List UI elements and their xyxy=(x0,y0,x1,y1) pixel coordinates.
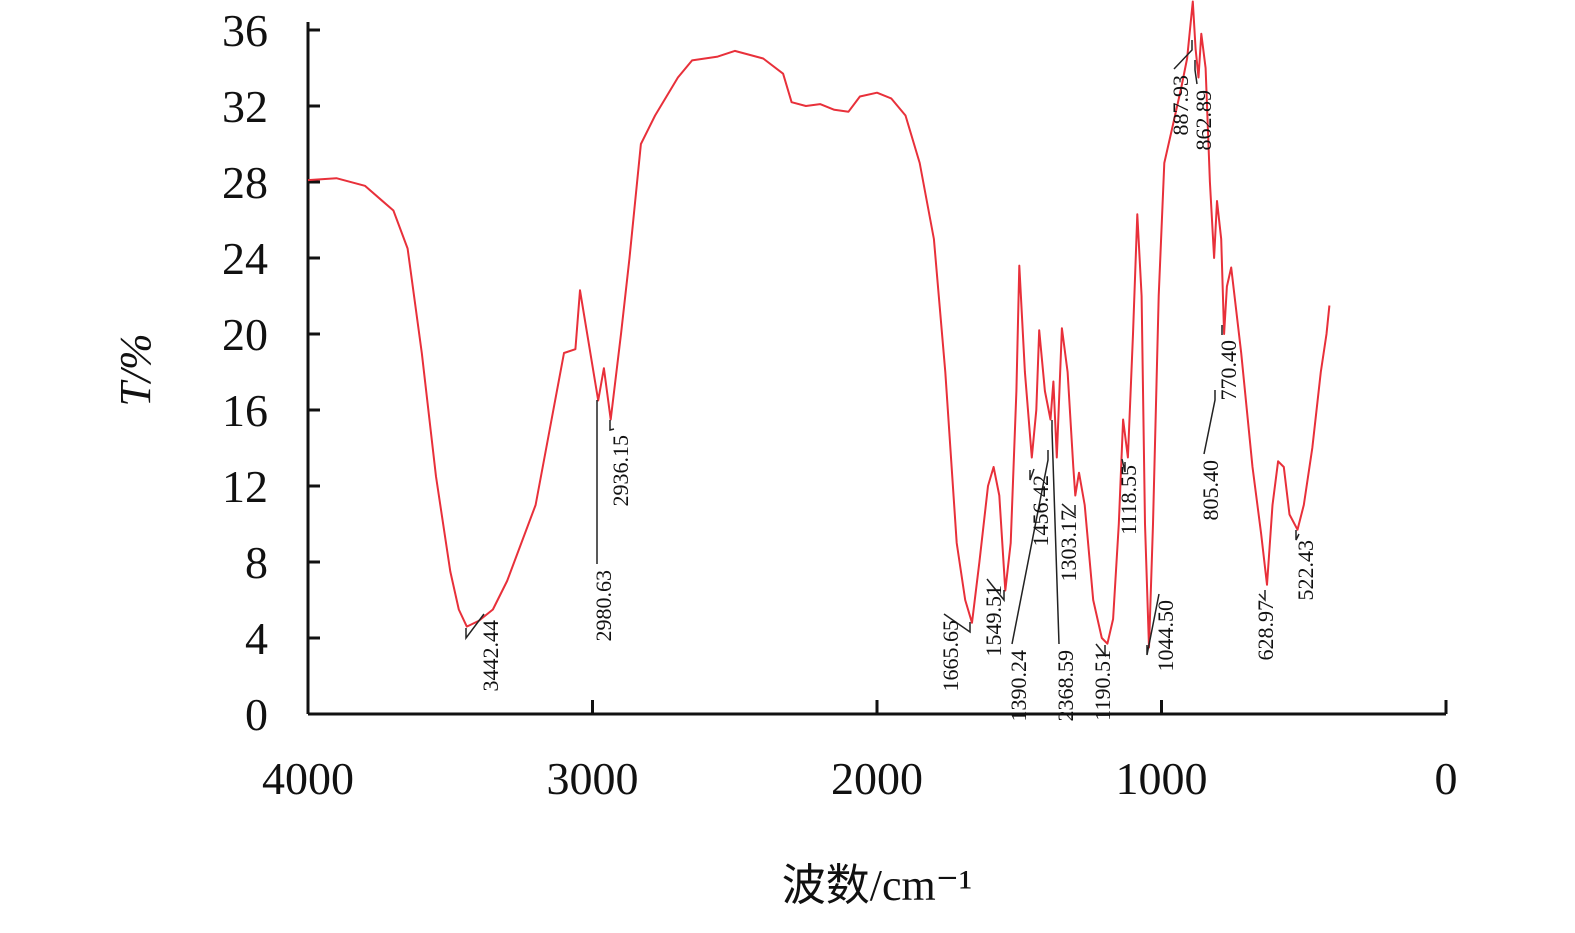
peak-label: 1390.24 xyxy=(1006,650,1031,722)
peak-label: 3442.44 xyxy=(478,620,503,692)
y-tick-label: 28 xyxy=(222,157,268,208)
leader-line xyxy=(1258,590,1266,602)
y-tick-label: 32 xyxy=(222,81,268,132)
y-tick-label: 24 xyxy=(222,233,268,284)
peak-label: 2936.15 xyxy=(608,435,633,507)
leader-line xyxy=(1173,40,1193,70)
peak-label: 628.97 xyxy=(1253,600,1278,661)
leader-line xyxy=(1295,530,1300,541)
peak-label: 1044.50 xyxy=(1153,600,1178,672)
peak-label: 2368.59 xyxy=(1053,650,1078,722)
peak-label: 770.40 xyxy=(1216,340,1241,401)
y-tick-label: 8 xyxy=(245,537,268,588)
peak-label: 2980.63 xyxy=(591,570,616,642)
peak-label: 1665.65 xyxy=(938,620,963,692)
peak-label: 805.40 xyxy=(1198,460,1223,521)
leader-line xyxy=(1051,420,1060,645)
leader-line xyxy=(1146,593,1160,656)
peak-label: 887.93 xyxy=(1168,75,1193,136)
y-axis-title: T/% xyxy=(111,333,160,406)
x-tick-label: 3000 xyxy=(547,753,639,804)
peak-label: 1118.55 xyxy=(1116,465,1141,535)
leader-line xyxy=(1095,643,1106,658)
y-tick-label: 0 xyxy=(245,689,268,740)
y-tick-label: 4 xyxy=(245,613,268,664)
leader-line xyxy=(943,613,971,634)
x-tick-label: 2000 xyxy=(831,753,923,804)
y-tick-label: 16 xyxy=(222,385,268,436)
leader-line xyxy=(609,420,615,431)
x-tick-label: 4000 xyxy=(262,753,354,804)
leader-line xyxy=(1194,60,1198,85)
peak-label: 1549.51 xyxy=(981,585,1006,657)
y-tick-label: 12 xyxy=(222,461,268,512)
x-tick-label: 0 xyxy=(1435,753,1458,804)
y-tick-label: 36 xyxy=(222,5,268,56)
peak-label: 1190.51 xyxy=(1090,650,1115,721)
leader-line xyxy=(1061,503,1076,517)
y-tick-label: 20 xyxy=(222,309,268,360)
leader-line xyxy=(465,613,485,641)
peak-label: 1456.42 xyxy=(1028,475,1053,547)
peak-label: 522.43 xyxy=(1293,540,1318,601)
leader-line xyxy=(1203,390,1216,455)
leader-line xyxy=(1121,458,1126,473)
peak-label: 1303.17 xyxy=(1056,510,1081,582)
leader-line xyxy=(1011,450,1049,645)
leader-line xyxy=(986,578,1005,603)
peak-label: 862.89 xyxy=(1191,90,1216,151)
spectrum-line xyxy=(307,0,1331,649)
x-axis-title: 波数/cm⁻¹ xyxy=(782,861,972,910)
x-tick-label: 1000 xyxy=(1116,753,1208,804)
leader-line xyxy=(1029,468,1035,481)
